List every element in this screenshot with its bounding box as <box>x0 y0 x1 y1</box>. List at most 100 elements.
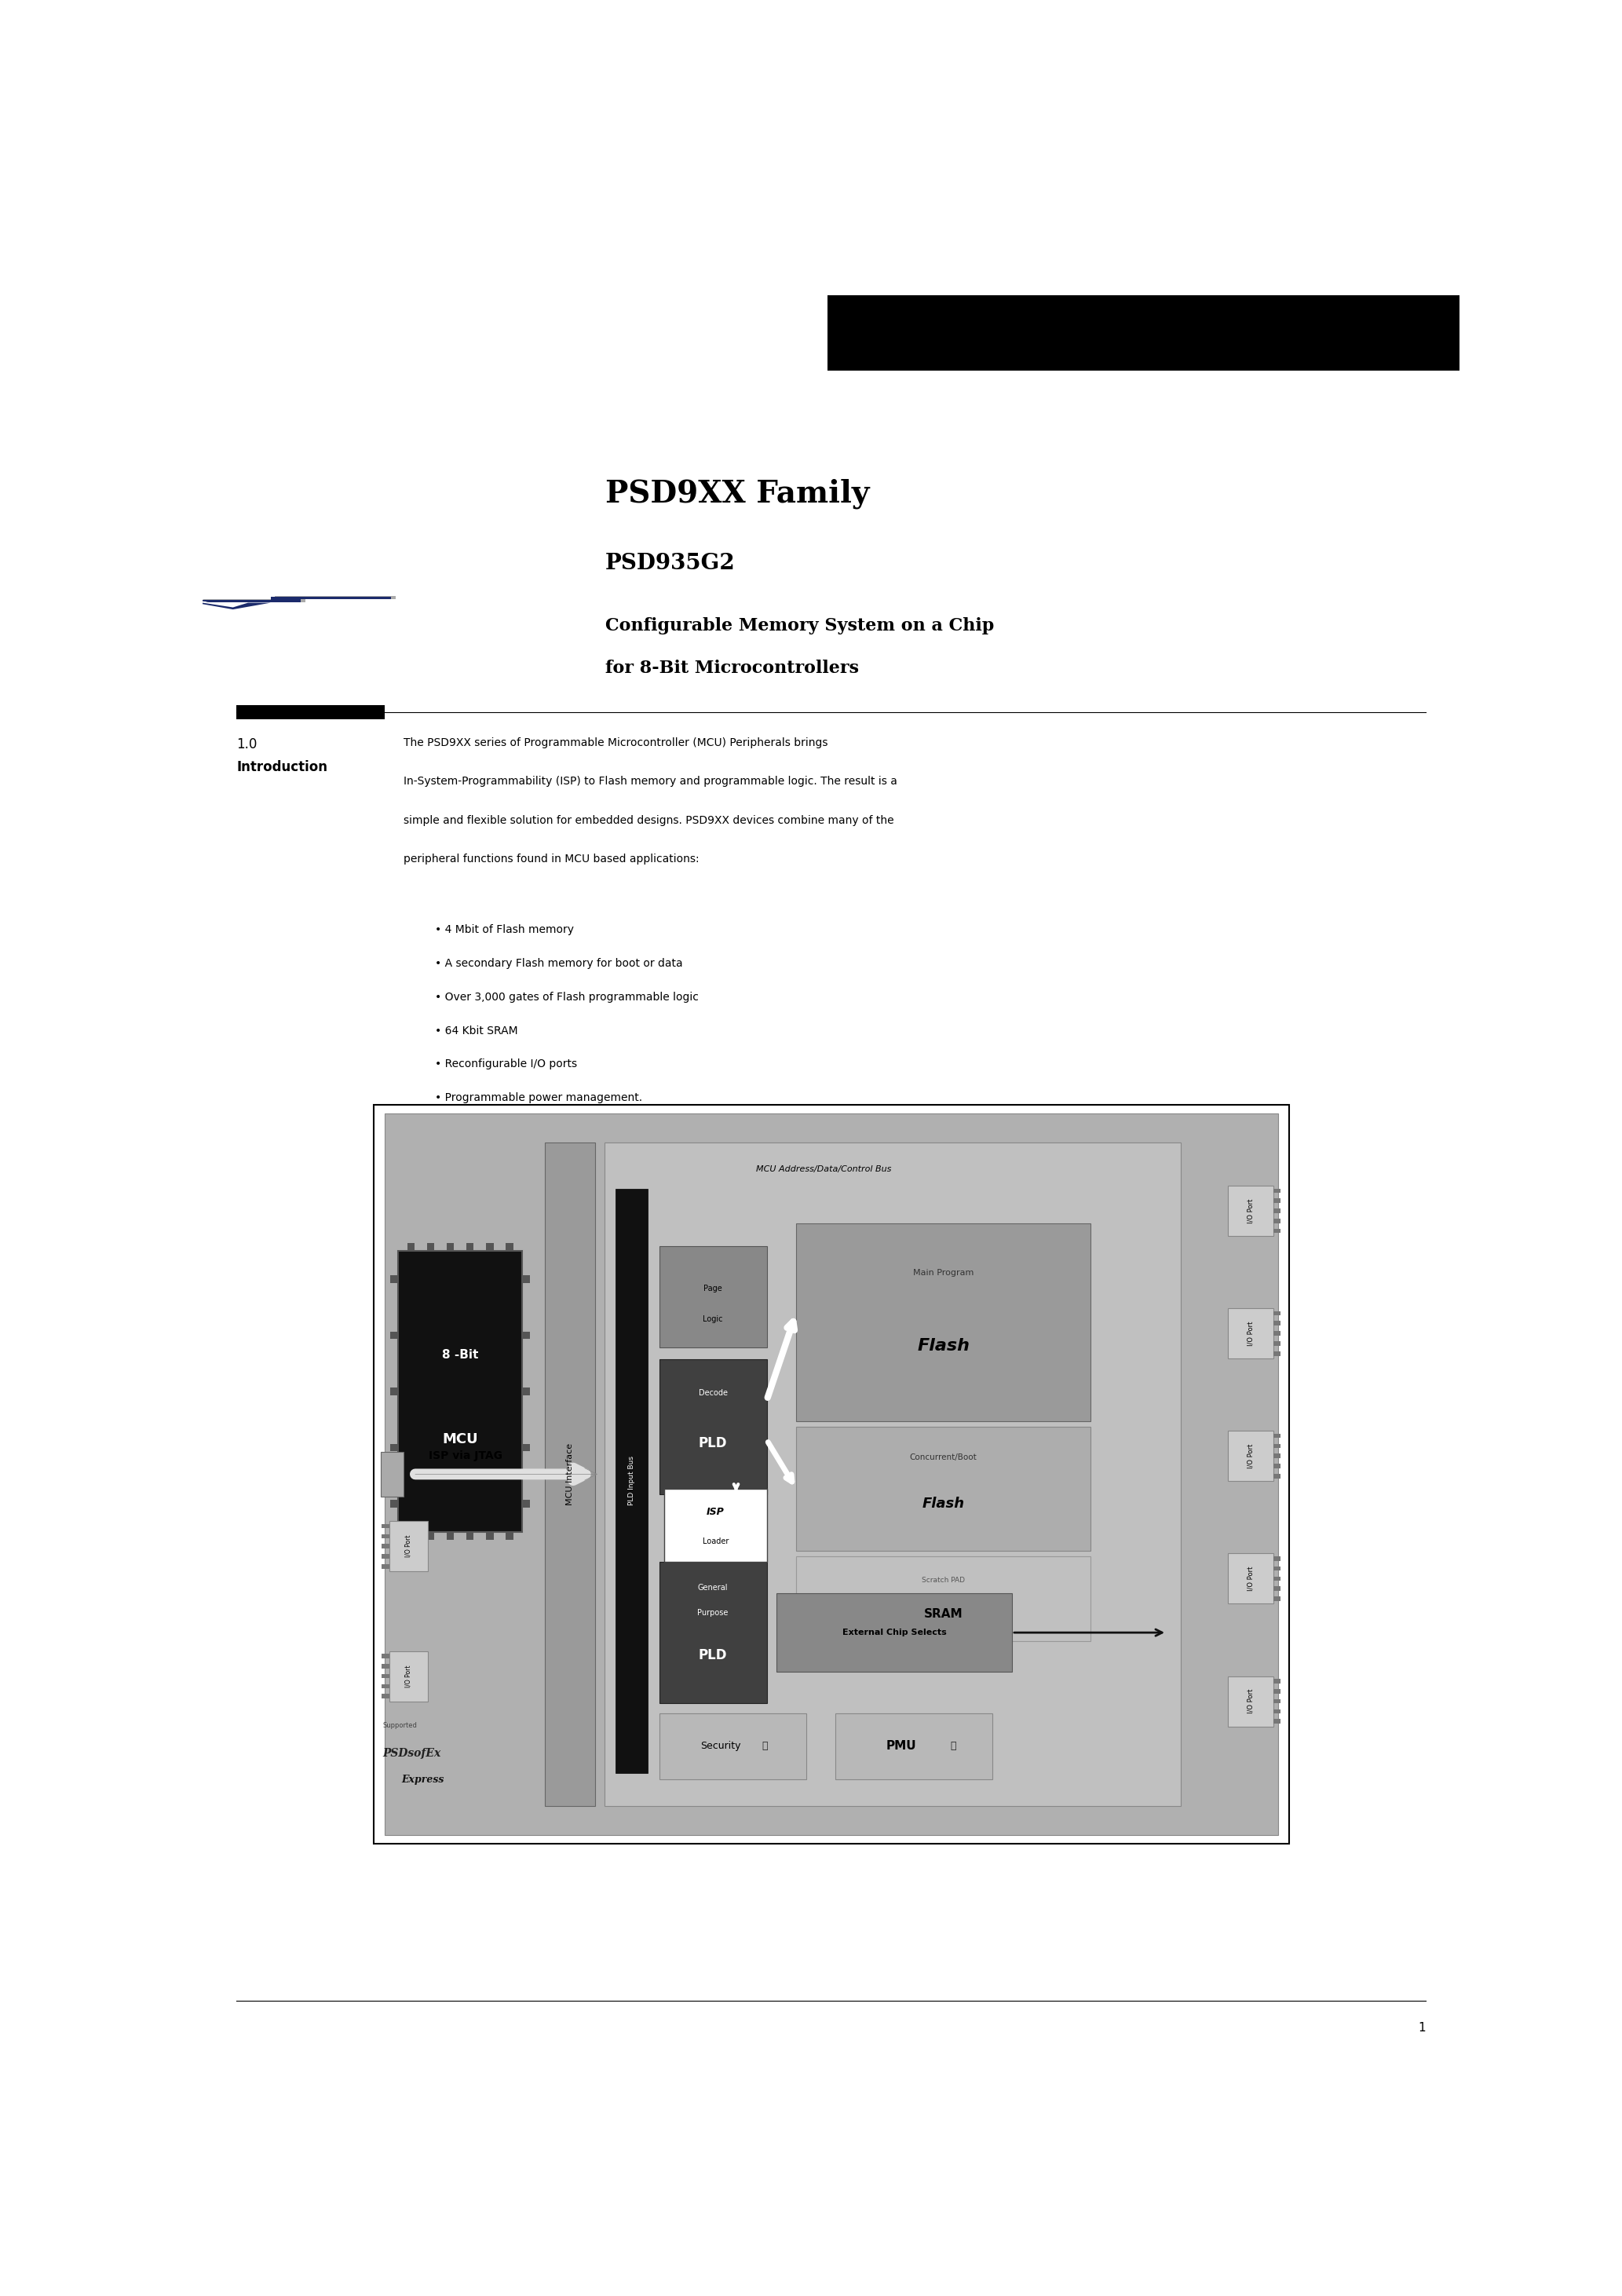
Bar <box>381 1694 389 1699</box>
Bar <box>391 1277 399 1283</box>
Bar <box>522 1444 530 1451</box>
Text: Purpose: Purpose <box>697 1609 728 1616</box>
Polygon shape <box>195 597 391 602</box>
Bar <box>1273 1311 1281 1316</box>
Bar <box>663 1488 767 1561</box>
Bar <box>1273 1228 1281 1233</box>
Bar <box>381 1564 389 1568</box>
Text: PLD Input Bus: PLD Input Bus <box>628 1456 636 1506</box>
Text: Page: Page <box>704 1286 722 1293</box>
Text: • 64 Kbit SRAM: • 64 Kbit SRAM <box>435 1024 519 1035</box>
Text: 8 -Bit: 8 -Bit <box>441 1350 478 1362</box>
Bar <box>506 1242 513 1251</box>
Bar <box>446 1531 454 1541</box>
Text: 1.0: 1.0 <box>237 737 258 751</box>
Bar <box>1273 1474 1281 1479</box>
Bar <box>1228 1554 1273 1605</box>
Text: • Reconfigurable I/O ports: • Reconfigurable I/O ports <box>435 1058 577 1070</box>
Text: I/O Port: I/O Port <box>1247 1690 1254 1713</box>
Text: ISP via JTAG: ISP via JTAG <box>428 1451 503 1460</box>
Text: General: General <box>697 1584 728 1591</box>
Text: External Chip Selects: External Chip Selects <box>842 1628 946 1637</box>
Bar <box>381 1653 389 1658</box>
Bar <box>796 1224 1090 1421</box>
Text: simple and flexible solution for embedded designs. PSD9XX devices combine many o: simple and flexible solution for embedde… <box>404 815 894 827</box>
Text: I/O Port: I/O Port <box>406 1536 412 1557</box>
Text: Configurable Memory System on a Chip: Configurable Memory System on a Chip <box>605 618 994 634</box>
Bar <box>659 1561 767 1704</box>
Bar <box>381 1525 389 1529</box>
Bar <box>506 1531 513 1541</box>
Bar <box>1273 1465 1281 1467</box>
Text: MCU: MCU <box>443 1433 478 1446</box>
Bar <box>487 1531 493 1541</box>
Bar <box>1273 1587 1281 1591</box>
Text: Express: Express <box>401 1775 444 1784</box>
Text: PLD: PLD <box>699 1435 727 1451</box>
Bar <box>427 1531 435 1541</box>
Text: Logic: Logic <box>702 1316 723 1322</box>
Bar <box>522 1332 530 1339</box>
Text: 🔒: 🔒 <box>762 1740 767 1752</box>
Bar <box>391 1332 399 1339</box>
Text: for 8-Bit Microcontrollers: for 8-Bit Microcontrollers <box>605 659 858 677</box>
Bar <box>1273 1566 1281 1570</box>
Text: PLD: PLD <box>699 1649 727 1662</box>
Text: I/O Port: I/O Port <box>1247 1320 1254 1345</box>
Text: SRAM: SRAM <box>925 1607 963 1621</box>
Bar <box>381 1665 389 1669</box>
Bar <box>381 1674 389 1678</box>
Bar <box>381 1534 389 1538</box>
Bar <box>1228 1309 1273 1359</box>
Bar <box>1273 1596 1281 1600</box>
Bar <box>659 1359 767 1495</box>
Bar <box>522 1277 530 1283</box>
Bar <box>605 1143 1181 1807</box>
Bar <box>1273 1678 1281 1683</box>
Bar <box>1273 1433 1281 1437</box>
Bar <box>522 1387 530 1396</box>
Bar <box>1273 1720 1281 1724</box>
Text: Supported: Supported <box>383 1722 417 1729</box>
Bar <box>1273 1199 1281 1203</box>
Bar <box>391 1444 399 1451</box>
Bar <box>381 1683 389 1688</box>
Bar <box>407 1242 415 1251</box>
Bar <box>389 1651 428 1701</box>
Bar <box>1273 1332 1281 1336</box>
Text: I/O Port: I/O Port <box>1247 1444 1254 1469</box>
Bar <box>427 1242 435 1251</box>
Bar <box>399 1251 522 1531</box>
Polygon shape <box>203 597 396 602</box>
Text: MCU Address/Data/Control Bus: MCU Address/Data/Control Bus <box>756 1166 890 1173</box>
Text: The PSD9XX series of Programmable Microcontroller (MCU) Peripherals brings: The PSD9XX series of Programmable Microc… <box>404 737 829 748</box>
Text: ISP: ISP <box>707 1506 725 1518</box>
Bar <box>827 294 1461 372</box>
Text: 🛢: 🛢 <box>950 1740 955 1752</box>
Bar <box>1273 1708 1281 1713</box>
Text: Flash: Flash <box>916 1339 970 1355</box>
Text: • 4 Mbit of Flash memory: • 4 Mbit of Flash memory <box>435 925 574 934</box>
Bar <box>381 1545 389 1548</box>
Text: I/O Port: I/O Port <box>406 1665 412 1688</box>
Text: peripheral functions found in MCU based applications:: peripheral functions found in MCU based … <box>404 854 699 866</box>
Bar <box>659 1713 806 1779</box>
Text: Main Program: Main Program <box>913 1270 973 1277</box>
Text: Flash: Flash <box>921 1497 965 1511</box>
Bar <box>467 1531 474 1541</box>
Text: Scratch PAD: Scratch PAD <box>921 1577 965 1584</box>
Bar <box>487 1242 493 1251</box>
Bar <box>1273 1453 1281 1458</box>
Bar <box>1228 1676 1273 1727</box>
Bar <box>389 1522 428 1570</box>
Bar <box>659 1247 767 1348</box>
Text: Introduction: Introduction <box>237 760 328 774</box>
Bar <box>237 705 384 719</box>
Text: PSDsofEx: PSDsofEx <box>383 1747 441 1759</box>
Bar <box>522 1499 530 1508</box>
Bar <box>1273 1699 1281 1704</box>
Bar <box>446 1242 454 1251</box>
Bar <box>1228 1185 1273 1235</box>
Text: PSD935G2: PSD935G2 <box>605 553 735 574</box>
Bar <box>1273 1444 1281 1449</box>
